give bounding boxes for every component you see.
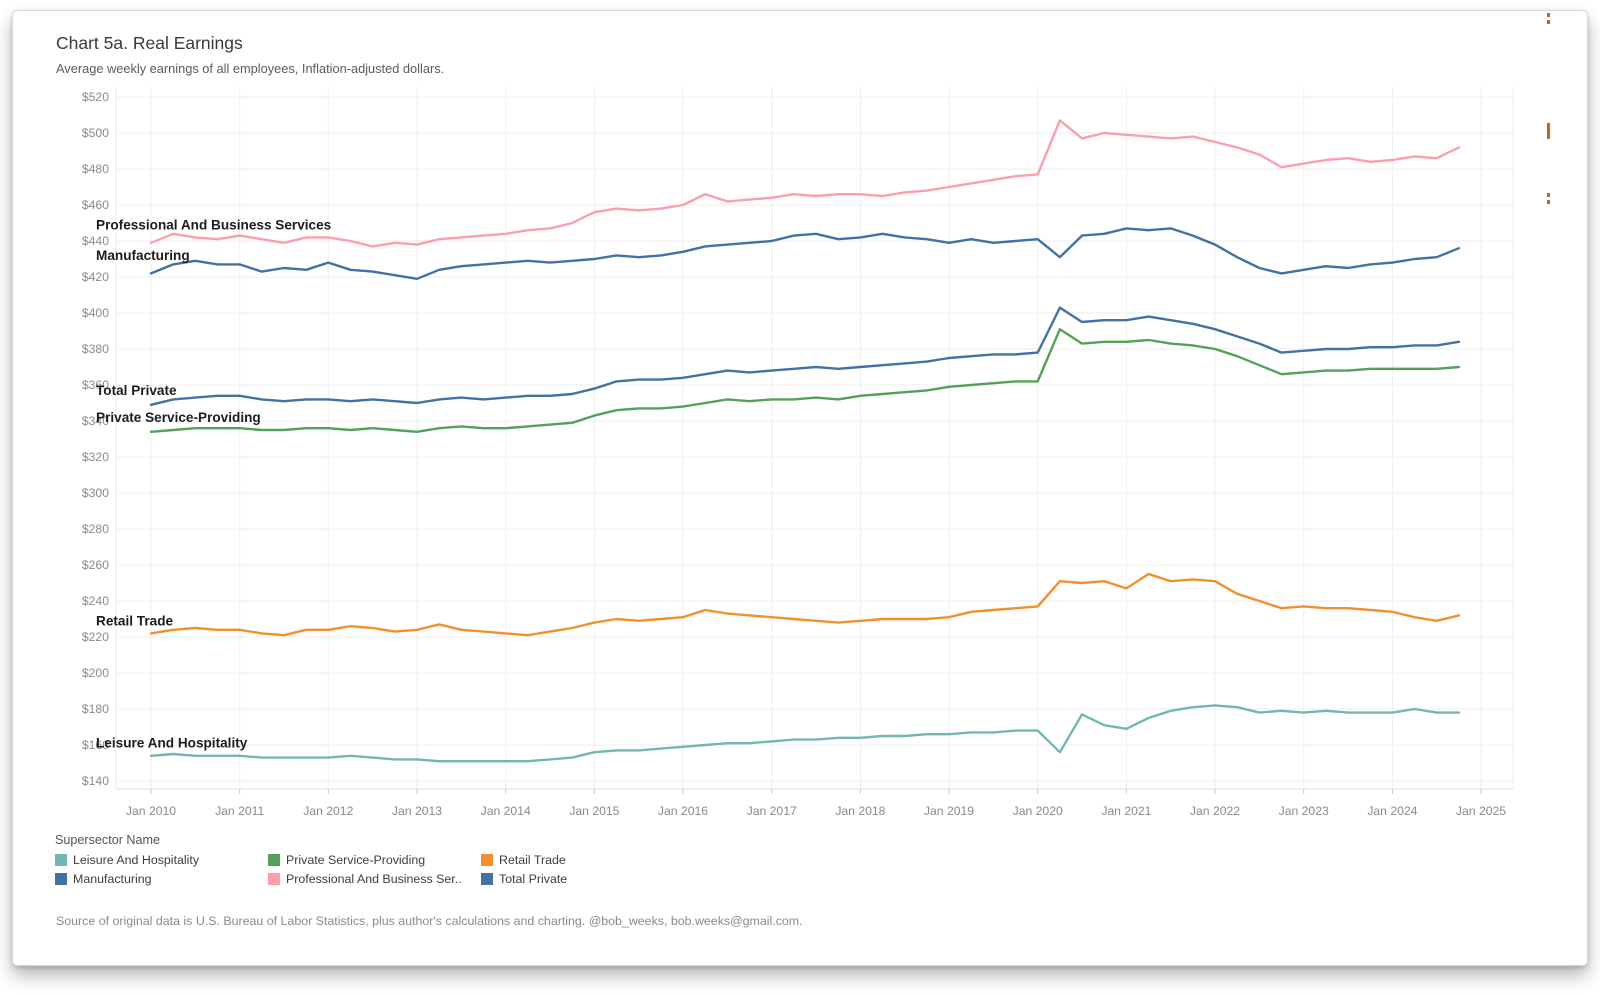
series-line-retail-trade[interactable] (149, 572, 1461, 637)
y-tick-label: $260 (82, 558, 109, 572)
y-tick-label: $160 (82, 738, 109, 752)
x-tick-label: Jan 2017 (747, 804, 797, 818)
legend-item-label: Private Service-Providing (286, 853, 426, 867)
clipped-text-fragment (1547, 123, 1551, 139)
y-tick-label: $400 (82, 306, 109, 320)
y-tick-label: $360 (82, 378, 109, 392)
y-tick-label: $140 (82, 774, 109, 788)
y-tick-label: $320 (82, 450, 109, 464)
y-tick-label: $500 (82, 126, 109, 140)
x-tick-label: Jan 2011 (215, 804, 264, 818)
y-tick-label: $180 (82, 702, 109, 716)
series-line-manufacturing[interactable] (149, 227, 1461, 280)
legend-swatch (268, 873, 280, 885)
legend-item-label: Leisure And Hospitality (73, 853, 200, 867)
y-tick-label: $460 (82, 198, 109, 212)
x-tick-label: Jan 2015 (569, 804, 619, 818)
series-label-leisure-and-hospitality: Leisure And Hospitality (96, 736, 248, 751)
x-tick-label: Jan 2012 (303, 804, 353, 818)
legend-swatch (481, 873, 493, 885)
x-tick-label: Jan 2014 (481, 804, 531, 818)
report-card: Chart 5a. Real Earnings Average weekly e… (12, 10, 1588, 966)
y-tick-label: $440 (82, 234, 109, 248)
page-title: Chart 5a. Real Earnings (56, 33, 243, 53)
y-tick-label: $300 (82, 486, 109, 500)
series-line-total-private[interactable] (149, 306, 1461, 406)
y-tick-label: $340 (82, 414, 109, 428)
series-line-leisure-and-hospitality[interactable] (149, 704, 1461, 763)
series-label-private-service-providing: Private Service-Providing (96, 410, 261, 425)
legend-swatch (55, 854, 67, 866)
legend-item-label: Professional And Business Ser.. (286, 872, 462, 886)
legend: Supersector Name Leisure And Hospitality… (55, 833, 671, 886)
series-line-private-service-providing[interactable] (149, 328, 1461, 433)
y-tick-label: $220 (82, 630, 109, 644)
legend-item-label: Retail Trade (499, 853, 566, 867)
x-tick-label: Jan 2023 (1279, 804, 1329, 818)
y-tick-label: $280 (82, 522, 109, 536)
legend-item-label: Total Private (499, 872, 568, 886)
y-tick-label: $480 (82, 162, 109, 176)
legend-item-retail-trade[interactable]: Retail Trade (481, 853, 671, 867)
series-label-retail-trade: Retail Trade (96, 613, 174, 628)
x-tick-label: Jan 2010 (126, 804, 176, 818)
y-tick-label: $520 (82, 90, 109, 104)
x-tick-label: Jan 2025 (1456, 804, 1506, 818)
legend-swatch (481, 854, 493, 866)
x-tick-label: Jan 2016 (658, 804, 708, 818)
legend-item-label: Manufacturing (73, 872, 152, 886)
series-line-professional-and-business-services[interactable] (149, 119, 1461, 248)
legend-item-professional-and-business-ser-[interactable]: Professional And Business Ser.. (268, 872, 481, 886)
series-label-total-private: Total Private (96, 383, 177, 398)
x-tick-label: Jan 2013 (392, 804, 442, 818)
legend-swatch (268, 854, 280, 866)
legend-item-manufacturing[interactable]: Manufacturing (55, 872, 268, 886)
legend-item-total-private[interactable]: Total Private (481, 872, 671, 886)
x-tick-label: Jan 2024 (1367, 804, 1417, 818)
legend-grid: Leisure And Hospitality Private Service-P… (55, 853, 671, 886)
legend-title: Supersector Name (55, 833, 160, 847)
series-label-manufacturing: Manufacturing (96, 248, 190, 263)
clipped-text-fragment (1547, 193, 1551, 207)
y-tick-label: $200 (82, 666, 109, 680)
y-tick-label: $380 (82, 342, 109, 356)
legend-item-leisure-and-hospitality[interactable]: Leisure And Hospitality (55, 853, 268, 867)
series-label-professional-and-business-services: Professional And Business Services (96, 217, 331, 232)
x-tick-label: Jan 2022 (1190, 804, 1240, 818)
page-subtitle: Average weekly earnings of all employees… (56, 61, 445, 76)
source-note: Source of original data is U.S. Bureau o… (56, 914, 803, 928)
clipped-text-fragment (1547, 13, 1551, 27)
chart-svg: $520 $500 $480 $460 $440 $420 $400 $380 $360 $340… (82, 87, 1514, 818)
x-tick-label: Jan 2019 (924, 804, 974, 818)
x-tick-label: Jan 2021 (1101, 804, 1151, 818)
y-tick-label: $420 (82, 270, 109, 284)
legend-item-private-service-providing[interactable]: Private Service-Providing (268, 853, 481, 867)
x-tick-label: Jan 2020 (1013, 804, 1063, 818)
y-tick-label: $240 (82, 594, 109, 608)
legend-swatch (55, 873, 67, 885)
x-tick-label: Jan 2018 (835, 804, 885, 818)
